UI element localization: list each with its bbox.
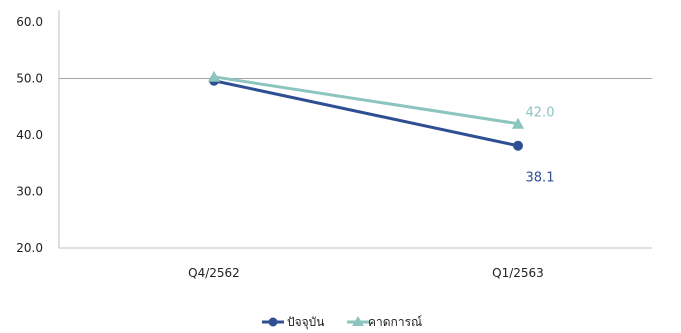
x-tick-label: Q1/2563 <box>492 266 544 280</box>
series-line-1 <box>213 79 519 148</box>
y-tick-label: 20.0 <box>16 241 43 255</box>
legend-label: คาดการณ์ <box>368 315 422 329</box>
data-point <box>513 140 523 151</box>
series-group <box>208 70 524 151</box>
data-point <box>208 70 220 82</box>
series-line-2 <box>213 75 519 126</box>
data-label: 38.1 <box>526 171 555 186</box>
axes: 20.0 30.0 40.0 50.0 60.0 Q4/2562 Q1/2563 <box>16 10 652 280</box>
data-labels: 38.1 42.0 <box>526 106 555 186</box>
y-tick-label: 30.0 <box>16 185 43 199</box>
x-tick-label: Q4/2562 <box>188 266 240 280</box>
y-tick-label: 40.0 <box>16 128 43 142</box>
legend-marker <box>352 316 364 326</box>
legend-label: ปัจจุบัน <box>287 315 325 330</box>
y-tick-label: 50.0 <box>16 72 43 86</box>
y-tick-label: 60.0 <box>16 15 43 29</box>
legend: ปัจจุบัน คาดการณ์ <box>262 315 422 330</box>
data-point <box>512 117 524 129</box>
legend-marker <box>268 317 278 327</box>
data-label: 42.0 <box>526 106 555 121</box>
